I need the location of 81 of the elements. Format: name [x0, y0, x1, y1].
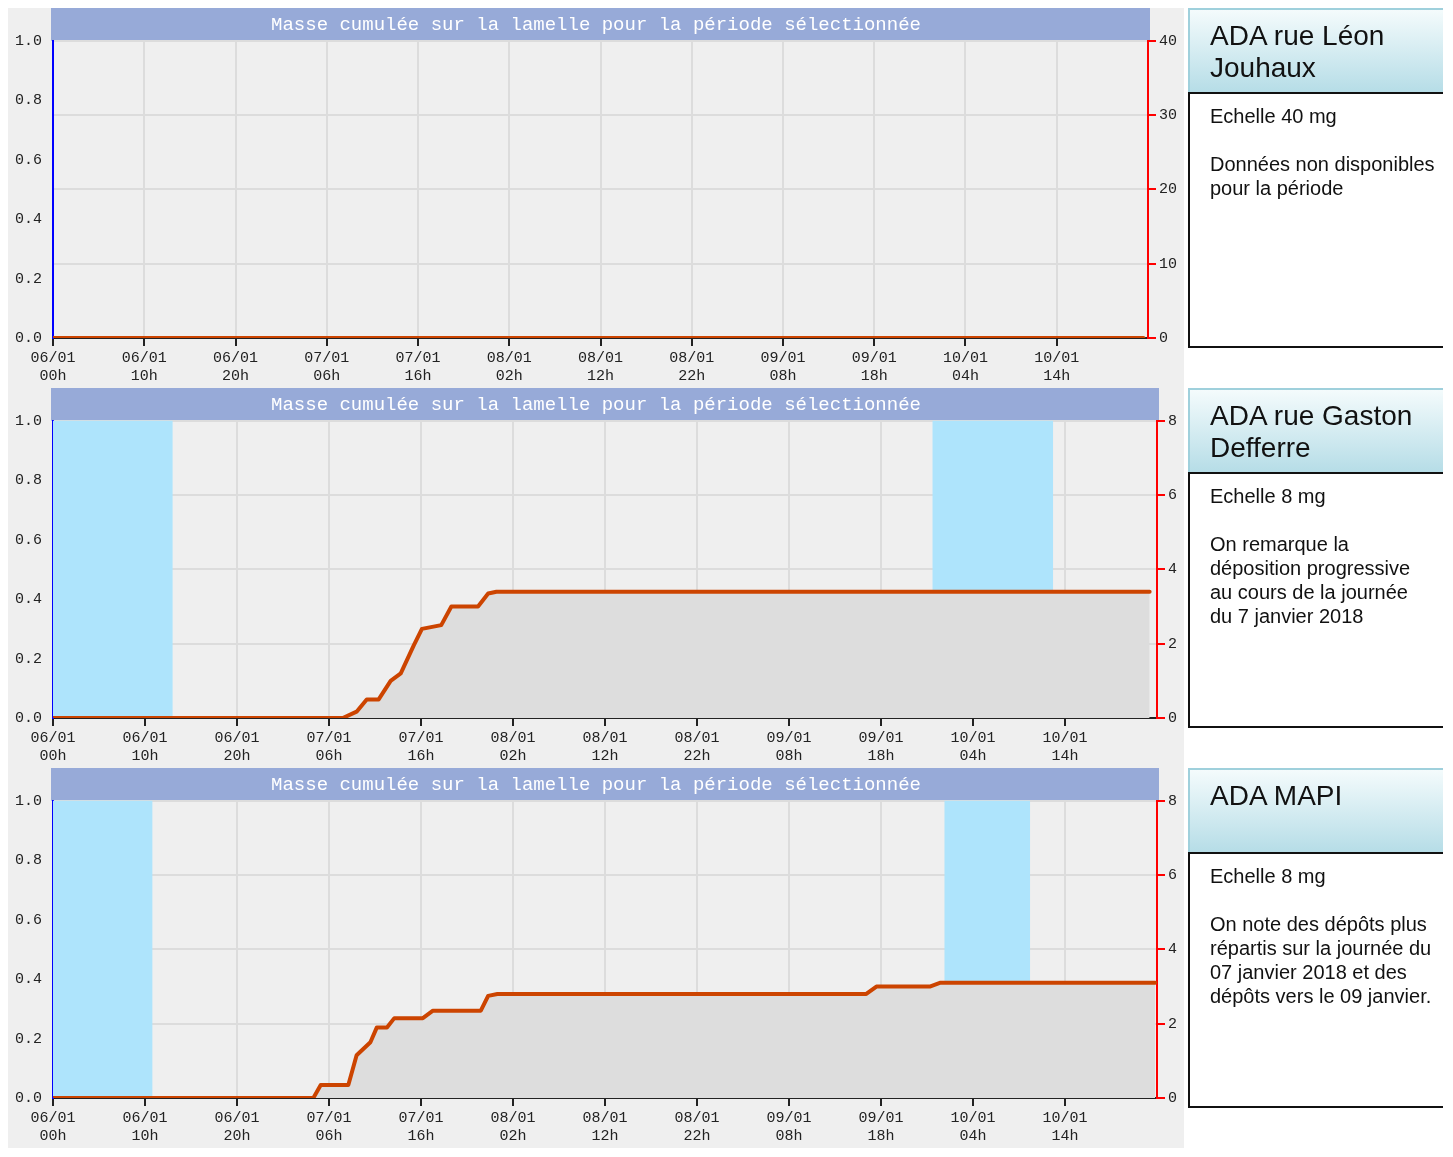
x-tick-label: 09/01 18h — [851, 349, 897, 385]
x-tick-label: 09/01 08h — [760, 349, 806, 385]
x-tick-label: 10/01 04h — [942, 349, 989, 385]
y2-tick-label: 0 — [1159, 329, 1169, 347]
y-tick-label: 0.8 — [14, 92, 42, 110]
y2-tick-label: 0 — [1168, 709, 1178, 727]
x-tick-label: 08/01 22h — [674, 1109, 720, 1145]
x-tick-label: 09/01 08h — [766, 1109, 812, 1145]
x-tick-label: 10/01 14h — [1042, 729, 1088, 765]
y-tick-label: 0.6 — [14, 531, 42, 549]
x-tick-label: 07/01 06h — [306, 1109, 352, 1145]
text: ADA MAPI — [1188, 768, 1443, 852]
text: Données non disponibles pour la période — [1210, 152, 1435, 200]
y2-tick-label: 6 — [1168, 487, 1178, 505]
y-tick-label: 1.0 — [14, 32, 42, 50]
y-tick-label: 0.6 — [14, 911, 42, 929]
y2-tick-label: 2 — [1168, 1015, 1178, 1033]
y2-tick-label: 8 — [1168, 412, 1178, 430]
y2-tick-label: 4 — [1168, 941, 1178, 959]
y-tick-label: 0.2 — [14, 1030, 42, 1048]
x-tick-label: 08/01 22h — [669, 349, 715, 385]
x-tick-label: 06/01 10h — [122, 729, 168, 765]
text: On remarque la déposition progressive au cours de la journée du 7 janvier 2018 — [1210, 532, 1412, 628]
y-tick-label: 0.4 — [14, 211, 42, 229]
y-tick-label: 1.0 — [14, 412, 42, 430]
x-tick-label: 06/01 10h — [121, 349, 167, 385]
x-tick-label: 07/01 16h — [395, 349, 441, 385]
x-tick-label: 08/01 12h — [582, 1109, 628, 1145]
x-tick-label: 07/01 06h — [306, 729, 352, 765]
y-tick-label: 0.6 — [14, 151, 42, 169]
y-tick-label: 0.2 — [14, 650, 42, 668]
x-tick-label: 09/01 18h — [858, 729, 904, 765]
y2-tick-label: 40 — [1159, 32, 1178, 50]
y-tick-label: 0.4 — [14, 971, 42, 989]
y2-tick-label: 30 — [1159, 107, 1178, 125]
y2-tick-label: 10 — [1159, 255, 1178, 273]
y-tick-label: 0.8 — [14, 852, 42, 870]
y2-tick-label: 6 — [1168, 867, 1178, 885]
y-tick-label: 0.4 — [14, 591, 42, 609]
text: ADA rue Léon Jouhaux — [1188, 8, 1443, 92]
x-tick-label: 07/01 16h — [398, 729, 444, 765]
x-tick-label: 08/01 12h — [582, 729, 628, 765]
text: Echelle 8 mg — [1210, 864, 1327, 888]
text: Echelle 8 mg — [1210, 484, 1327, 508]
text: ADA rue Gaston Defferre — [1188, 388, 1443, 472]
text: On note des dépôts plus répartis sur la journée du 07 janvier 2018 et des dépôts vers le 09 janvier. — [1210, 912, 1433, 1008]
x-tick-label: 06/01 00h — [30, 1109, 76, 1145]
x-tick-label: 06/01 20h — [214, 729, 260, 765]
y2-tick-label: 8 — [1168, 792, 1178, 810]
y-tick-label: 0.2 — [14, 270, 42, 288]
x-tick-label: 08/01 22h — [674, 729, 720, 765]
x-tick-label: 10/01 14h — [1042, 1109, 1088, 1145]
y-tick-label: 1.0 — [14, 792, 42, 810]
y2-tick-label: 4 — [1168, 561, 1178, 579]
y-tick-label: 0.0 — [14, 329, 42, 347]
y-tick-label: 0.8 — [14, 472, 42, 490]
x-tick-label: 09/01 18h — [858, 1109, 904, 1145]
y-tick-label: 0.0 — [14, 1089, 42, 1107]
x-tick-label: 09/01 08h — [766, 729, 812, 765]
x-tick-label: 08/01 02h — [490, 729, 536, 765]
x-tick-label: 08/01 02h — [490, 1109, 536, 1145]
x-tick-label: 06/01 00h — [30, 349, 76, 385]
y2-tick-label: 2 — [1168, 635, 1178, 653]
x-tick-label: 06/01 10h — [122, 1109, 168, 1145]
y2-tick-label: 20 — [1159, 181, 1178, 199]
x-tick-label: 06/01 00h — [30, 729, 76, 765]
x-tick-label: 10/01 04h — [950, 1109, 996, 1145]
x-tick-label: 08/01 12h — [577, 349, 624, 385]
y2-tick-label: 0 — [1168, 1089, 1178, 1107]
x-tick-label: 08/01 02h — [486, 349, 532, 385]
y-tick-label: 0.0 — [14, 709, 42, 727]
chart-title: Masse cumulée sur la lamelle pour la période sélectionnée — [271, 394, 921, 417]
chart-title: Masse cumulée sur la lamelle pour la période sélectionnée — [271, 774, 921, 797]
x-tick-label: 10/01 04h — [950, 729, 996, 765]
chart-title: Masse cumulée sur la lamelle pour la période sélectionnée — [271, 14, 921, 37]
text: Echelle 40 mg — [1210, 104, 1338, 128]
x-tick-label: 06/01 20h — [214, 1109, 260, 1145]
x-tick-label: 10/01 14h — [1034, 349, 1080, 385]
x-tick-label: 06/01 20h — [213, 349, 259, 385]
x-tick-label: 07/01 06h — [304, 349, 350, 385]
x-tick-label: 07/01 16h — [398, 1109, 444, 1145]
